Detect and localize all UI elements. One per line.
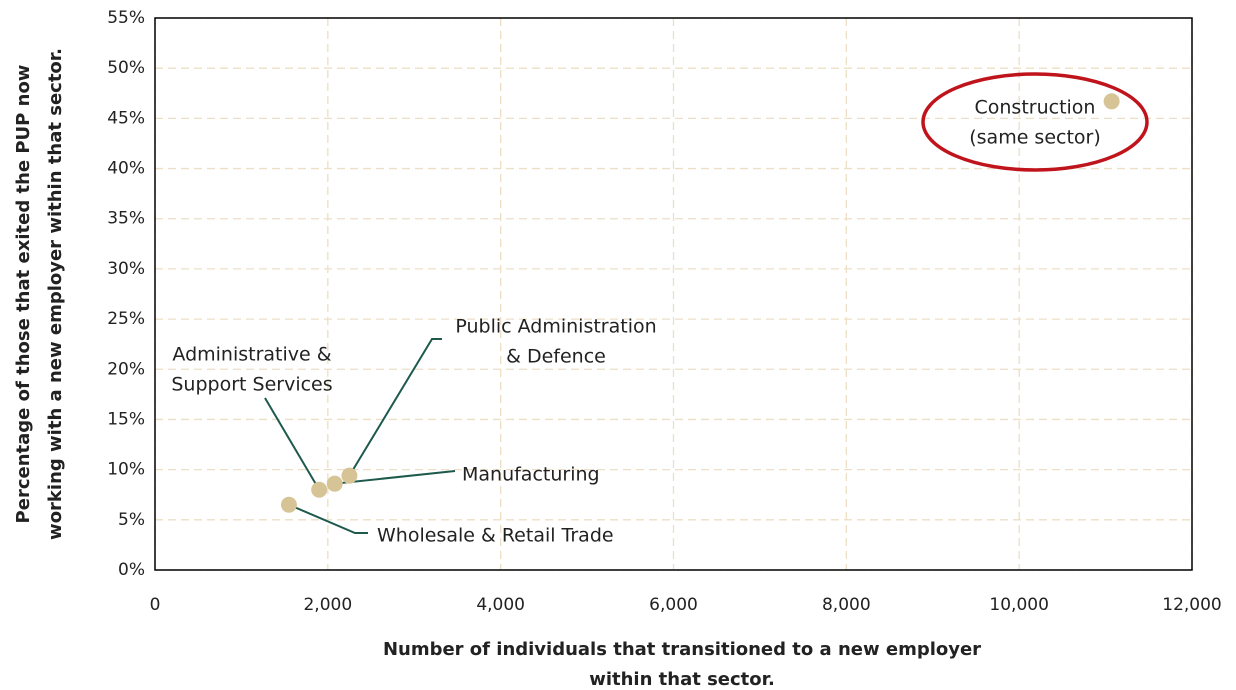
leader-line [288, 503, 368, 534]
point-label: & Defence [506, 346, 606, 368]
leader-line [348, 338, 442, 477]
x-tick-label: 0 [150, 595, 161, 615]
point-label: Public Administration [455, 316, 656, 338]
x-axis-title: Number of individuals that transitioned … [383, 639, 981, 660]
point-label: Manufacturing [462, 464, 600, 486]
y-tick-label: 25% [107, 309, 145, 329]
point-label: Wholesale & Retail Trade [377, 525, 614, 547]
y-tick-label: 5% [118, 510, 145, 530]
y-tick-label: 40% [107, 159, 145, 179]
highlight-ellipse [921, 72, 1149, 172]
y-tick-label: 0% [118, 560, 145, 580]
y-tick-label: 55% [107, 8, 145, 28]
point [1103, 93, 1120, 110]
point-label: (same sector) [969, 127, 1101, 149]
y-tick-label: 35% [107, 209, 145, 229]
y-tick-label: 50% [107, 58, 145, 78]
x-tick-label: 2,000 [303, 595, 352, 615]
y-tick-label: 45% [107, 108, 145, 128]
point [280, 496, 297, 513]
point-label: Construction [975, 97, 1096, 119]
y-tick-label: 20% [107, 359, 145, 379]
point [326, 475, 343, 492]
point-label: Support Services [171, 374, 332, 396]
y-axis-title: working with a new employer within that … [45, 48, 66, 540]
point [311, 481, 328, 498]
x-axis-title: within that sector. [589, 669, 775, 690]
y-tick-label: 10% [107, 460, 145, 480]
point [341, 467, 358, 484]
x-tick-label: 10,000 [989, 595, 1048, 615]
plot-border [154, 17, 1193, 571]
point-label: Administrative & [172, 344, 331, 366]
leader-line [264, 397, 321, 491]
x-tick-label: 8,000 [822, 595, 871, 615]
y-tick-label: 15% [107, 409, 145, 429]
x-tick-label: 4,000 [476, 595, 525, 615]
y-tick-label: 30% [107, 259, 145, 279]
x-tick-label: 6,000 [649, 595, 698, 615]
y-axis-title: Percentage of those that exited the PUP … [13, 65, 34, 524]
x-tick-label: 12,000 [1162, 595, 1221, 615]
